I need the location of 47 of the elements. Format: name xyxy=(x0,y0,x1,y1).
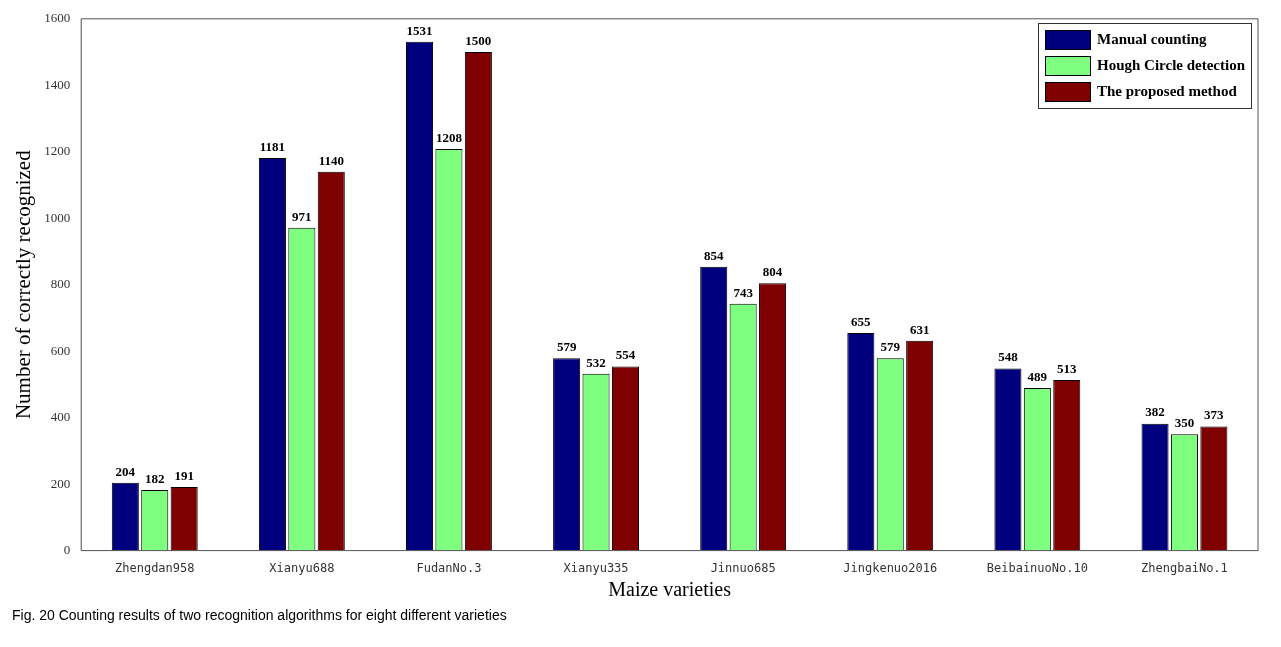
y-axis-title: Number of correctly recognized xyxy=(11,149,36,420)
data-label: 513 xyxy=(1057,360,1078,376)
x-tick-label: BeibainuoNo.10 xyxy=(986,560,1088,575)
data-label: 350 xyxy=(1174,415,1195,431)
x-tick-label: Zhengdan958 xyxy=(115,560,195,575)
data-label: 182 xyxy=(145,470,165,486)
data-label: 1500 xyxy=(465,32,492,48)
data-label: 1140 xyxy=(318,152,344,168)
legend-label: Hough Circle detection xyxy=(1097,57,1246,75)
data-label: 1531 xyxy=(406,22,433,38)
data-label: 854 xyxy=(703,247,724,263)
caption: Fig. 20 Counting results of two recognition algorithms for eight different varieties xyxy=(12,607,508,623)
data-label: 579 xyxy=(556,339,577,355)
x-tick-label: Jinnuo685 xyxy=(710,560,776,575)
data-label: 631 xyxy=(909,321,930,337)
data-label: 743 xyxy=(733,284,754,300)
data-label: 655 xyxy=(851,313,872,329)
y-tick-label: 1200 xyxy=(44,143,71,159)
data-label: 489 xyxy=(1027,368,1048,384)
data-label: 191 xyxy=(174,467,194,483)
x-axis-title: Maize varieties xyxy=(608,578,732,601)
y-tick-label: 1000 xyxy=(44,209,71,225)
data-label: 971 xyxy=(292,208,312,224)
legend-label: The proposed method xyxy=(1097,83,1237,101)
x-tick-label: Xianyu688 xyxy=(269,560,335,575)
y-tick-label: 800 xyxy=(50,276,71,292)
y-tick-label: 1600 xyxy=(44,10,71,26)
y-tick-label: 200 xyxy=(50,475,71,491)
x-tick-label: Xianyu335 xyxy=(563,560,629,575)
data-label: 548 xyxy=(998,349,1019,365)
x-tick-label: ZhengbaiNo.1 xyxy=(1141,560,1228,575)
data-label: 532 xyxy=(586,354,606,370)
x-tick-label: Jingkenuo2016 xyxy=(843,560,938,575)
data-label: 373 xyxy=(1204,407,1225,423)
data-label: 382 xyxy=(1145,404,1165,420)
data-label: 804 xyxy=(762,264,783,280)
y-tick-label: 400 xyxy=(50,409,71,425)
data-label: 554 xyxy=(615,347,636,363)
data-label: 204 xyxy=(115,463,136,479)
y-tick-label: 1400 xyxy=(44,76,71,92)
legend-label: Manual counting xyxy=(1097,31,1207,49)
y-tick-label: 0 xyxy=(63,542,71,558)
data-label: 579 xyxy=(880,339,901,355)
data-label: 1181 xyxy=(259,138,286,154)
x-tick-label: FudanNo.3 xyxy=(416,560,482,575)
data-label: 1208 xyxy=(435,129,463,145)
y-tick-label: 600 xyxy=(50,342,71,358)
